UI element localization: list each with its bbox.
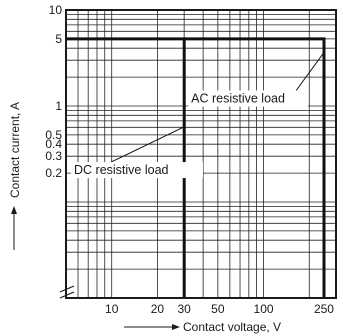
- dc-resistive-load-label: DC resistive load: [74, 163, 169, 177]
- y-axis-title: Contact current, A: [8, 102, 22, 198]
- x-axis-title: Contact voltage, V: [183, 320, 281, 334]
- x-tick-label: 20: [151, 302, 165, 316]
- ac-leader-line: [295, 53, 324, 91]
- grid: [66, 10, 336, 298]
- y-tick-label: 5: [55, 32, 62, 46]
- annotations: AC resistive load DC resistive load: [71, 53, 324, 179]
- y-tick-label: 0.2: [45, 166, 62, 180]
- axis-break-icon: [59, 285, 75, 299]
- ac-label-bg: [188, 90, 309, 107]
- x-tick-label: 250: [314, 302, 334, 316]
- dc-leader-line: [110, 126, 184, 163]
- x-tick-labels: 10 20 30 50 100 250: [105, 302, 334, 316]
- x-tick-label: 50: [211, 302, 225, 316]
- plot-frame: [65, 9, 337, 299]
- y-tick-label: 0.4: [45, 137, 62, 151]
- x-tick-label: 30: [177, 302, 191, 316]
- x-tick-label: 10: [105, 302, 119, 316]
- y-tick-label: 0.3: [45, 149, 62, 163]
- ac-resistive-load-label: AC resistive load: [191, 92, 285, 106]
- x-axis-label: Contact voltage, V: [124, 320, 281, 334]
- series-lines: [66, 37, 326, 298]
- y-axis-label: Contact current, A: [8, 102, 22, 250]
- dc-label-bg: [71, 162, 203, 179]
- y-tick-label: 1: [55, 99, 62, 113]
- series-line-ac: [184, 37, 326, 298]
- y-tick-label: 10: [49, 3, 63, 17]
- x-tick-label: 100: [254, 302, 274, 316]
- y-tick-labels: 10 5 1 0.50.40.3 0.2: [45, 3, 62, 180]
- y-tick-label: 0.5: [45, 128, 62, 142]
